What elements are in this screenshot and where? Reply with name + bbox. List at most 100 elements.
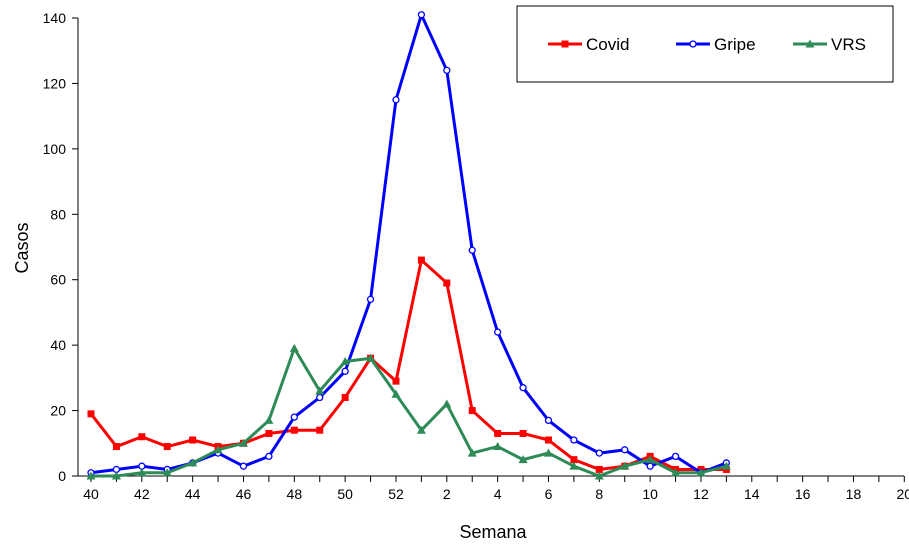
data-point-vrs — [391, 389, 401, 398]
data-point-vrs — [594, 471, 604, 480]
data-point-covid — [494, 429, 502, 437]
data-point-gripe — [392, 96, 400, 104]
legend-label-covid: Covid — [586, 35, 629, 54]
data-point-covid — [595, 465, 603, 473]
data-point-vrs — [238, 438, 248, 447]
data-point-vrs — [467, 448, 477, 457]
y-ticks: 0 20 40 60 80 100 120 140 — [43, 10, 78, 484]
y-tick-label: 100 — [43, 141, 67, 157]
y-tick-label: 20 — [50, 403, 66, 419]
data-point-vrs — [86, 471, 96, 480]
data-point-covid — [87, 410, 95, 418]
y-tick-label: 0 — [58, 468, 66, 484]
legend-label-vrs: VRS — [831, 35, 866, 54]
data-point-vrs — [721, 461, 731, 470]
y-tick-label: 60 — [50, 272, 66, 288]
data-point-covid — [341, 393, 349, 401]
data-point-covid — [316, 426, 324, 434]
data-point-covid — [163, 443, 171, 451]
data-point-gripe — [671, 452, 680, 461]
y-axis-label: Casos — [12, 222, 32, 273]
data-point-vrs — [264, 415, 274, 424]
data-point-gripe — [493, 328, 502, 336]
x-tick-label: 52 — [388, 486, 404, 502]
x-tick-label: 2 — [443, 486, 451, 502]
data-point-vrs — [315, 386, 325, 395]
data-point-covid — [570, 456, 578, 464]
data-point-covid — [189, 436, 197, 444]
legend: Covid Gripe VRS — [516, 5, 894, 83]
x-tick-label: 44 — [185, 486, 201, 502]
data-point-vrs — [416, 425, 426, 434]
series-line-vrs — [91, 346, 727, 478]
data-point-vrs — [213, 445, 223, 454]
data-point-gripe — [366, 295, 375, 303]
data-point-vrs — [442, 399, 452, 408]
x-tick-label: 14 — [744, 486, 760, 502]
legend-marker-gripe — [689, 40, 697, 48]
data-point-covid — [112, 443, 120, 451]
data-point-covid — [519, 429, 527, 437]
data-point-covid — [468, 407, 476, 415]
series-vrs — [86, 343, 731, 480]
data-point-vrs — [645, 455, 655, 464]
series-line-covid — [89, 258, 727, 471]
x-tick-label: 16 — [795, 486, 811, 502]
x-tick-label: 6 — [545, 486, 553, 502]
x-tick-label: 4 — [494, 486, 502, 502]
x-tick-label: 10 — [642, 486, 658, 502]
data-point-covid — [544, 436, 552, 444]
y-tick-label: 40 — [50, 337, 66, 353]
y-tick-label: 140 — [43, 10, 67, 26]
legend-item-vrs: VRS — [793, 35, 866, 54]
x-tick-label: 50 — [337, 486, 353, 502]
data-point-vrs — [111, 471, 121, 480]
data-point-vrs — [188, 458, 198, 467]
legend-item-gripe: Gripe — [676, 35, 756, 54]
data-point-vrs — [696, 468, 706, 477]
x-ticks: 40 42 44 46 48 50 52 2 4 6 8 10 12 14 16 18 20 — [83, 476, 909, 502]
data-point-gripe — [646, 462, 654, 470]
data-point-gripe — [316, 393, 324, 402]
data-point-covid — [443, 279, 451, 287]
legend-items: Covid Gripe VRS — [548, 35, 866, 54]
data-point-vrs — [543, 448, 553, 457]
data-point-gripe — [519, 384, 527, 392]
data-point-covid — [138, 433, 146, 441]
data-point-covid — [392, 377, 400, 385]
data-point-gripe — [239, 462, 248, 470]
y-tick-label: 80 — [50, 206, 66, 222]
x-tick-label: 18 — [846, 486, 862, 502]
y-tick-label: 120 — [43, 75, 67, 91]
data-point-vrs — [162, 468, 172, 477]
data-point-vrs — [340, 357, 350, 365]
data-point-gripe — [341, 367, 349, 375]
data-point-vrs — [518, 455, 528, 464]
data-point-vrs — [671, 468, 681, 477]
data-point-vrs — [569, 461, 579, 470]
data-point-vrs — [493, 442, 503, 451]
data-point-gripe — [290, 413, 298, 421]
legend-marker-covid — [561, 40, 569, 48]
legend-label-gripe: Gripe — [714, 35, 756, 54]
data-point-vrs — [366, 353, 376, 362]
data-point-gripe — [468, 246, 476, 254]
data-point-gripe — [417, 11, 426, 19]
data-point-gripe — [544, 416, 553, 425]
x-tick-label: 40 — [83, 486, 99, 502]
data-point-gripe — [595, 449, 603, 457]
x-axis-label: Semana — [459, 522, 527, 542]
legend-marker-vrs — [805, 39, 815, 48]
x-tick-label: 12 — [693, 486, 709, 502]
x-tick-label: 20 — [897, 486, 909, 502]
data-point-vrs — [620, 461, 630, 470]
x-tick-label: 48 — [287, 486, 303, 502]
series-covid — [87, 256, 730, 473]
data-point-gripe — [443, 66, 451, 74]
x-tick-label: 42 — [134, 486, 150, 502]
legend-item-covid: Covid — [548, 35, 629, 54]
data-point-covid — [290, 426, 298, 434]
series-line-gripe — [90, 13, 727, 475]
x-tick-label: 46 — [236, 486, 252, 502]
